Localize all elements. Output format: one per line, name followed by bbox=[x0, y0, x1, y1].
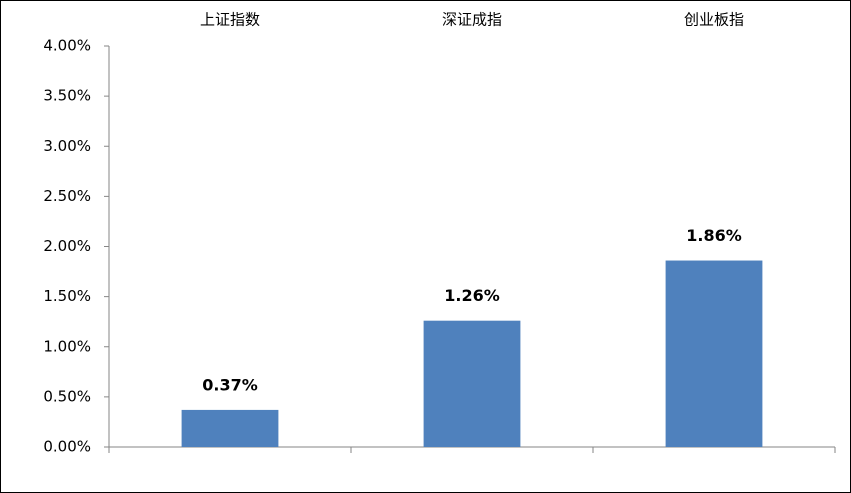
bar bbox=[181, 409, 279, 447]
value-label: 1.86% bbox=[686, 226, 742, 245]
bar bbox=[423, 320, 521, 447]
category-label: 深证成指 bbox=[442, 11, 502, 29]
y-tick-label: 1.50% bbox=[43, 287, 91, 305]
y-tick-label: 0.00% bbox=[43, 438, 91, 456]
category-label: 创业板指 bbox=[684, 11, 744, 29]
category-label: 上证指数 bbox=[200, 11, 260, 29]
y-tick-label: 1.00% bbox=[43, 337, 91, 355]
y-tick-label: 3.00% bbox=[43, 137, 91, 155]
y-tick-label: 0.50% bbox=[43, 387, 91, 405]
y-tick-label: 2.50% bbox=[43, 187, 91, 205]
value-label: 1.26% bbox=[444, 286, 500, 305]
bar bbox=[665, 260, 763, 447]
value-label: 0.37% bbox=[202, 375, 258, 394]
y-tick-label: 2.00% bbox=[43, 237, 91, 255]
y-tick-label: 3.50% bbox=[43, 87, 91, 105]
y-tick-label: 4.00% bbox=[43, 37, 91, 55]
